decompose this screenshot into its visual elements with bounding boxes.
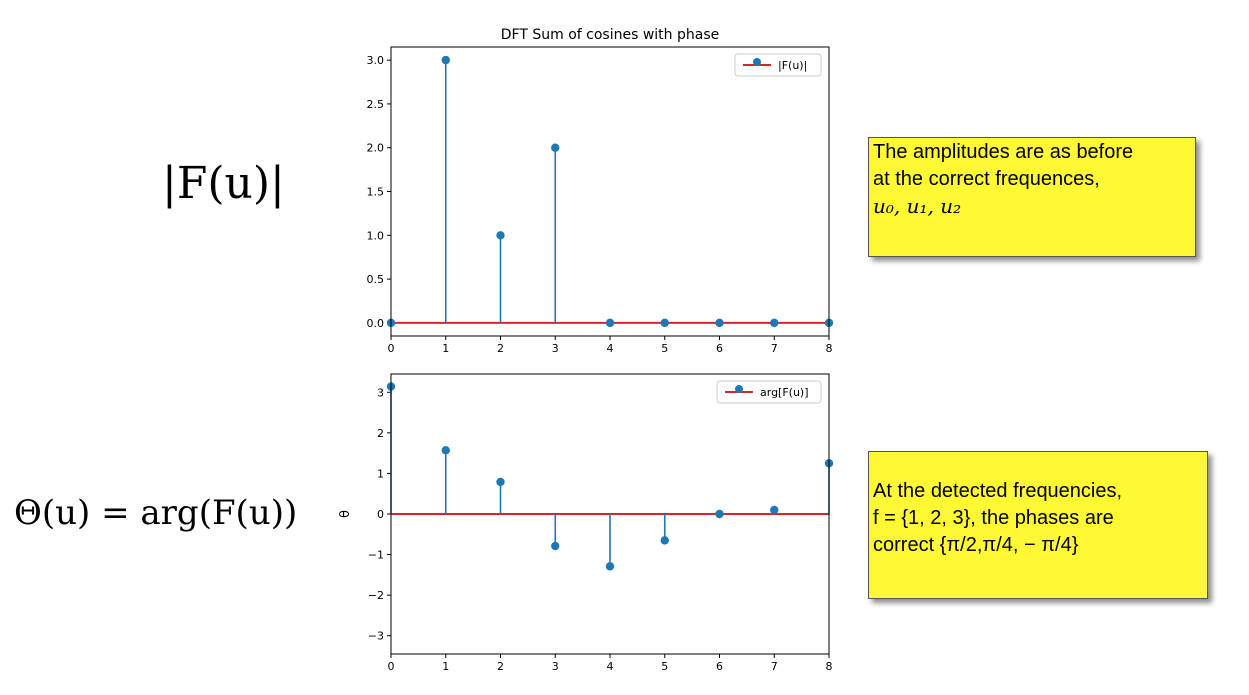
plot-frame <box>390 46 830 337</box>
legend: arg[F(u)] <box>716 380 822 404</box>
stem-marker <box>715 509 724 519</box>
y-tick-label: 1.5 <box>367 186 385 199</box>
legend-marker <box>753 58 761 66</box>
x-tick-label: 1 <box>442 660 449 673</box>
y-tick-label: 1 <box>377 467 384 480</box>
x-tick-label: 0 <box>388 342 395 355</box>
chart-panel-2: 0 1 2 3 4 5 6 7 8 −3 −2 −1 0 1 2 3 θ arg[F(u)] <box>338 373 834 673</box>
legend-label: |F(u)| <box>778 59 807 72</box>
amplitude-note: The amplitudes are as before at the corr… <box>868 137 1196 257</box>
note-line: At the detected frequencies, <box>873 480 1123 502</box>
phase-equation: Θ(u) = arg(F(u)) <box>14 493 298 533</box>
y-tick-label: 2 <box>377 427 384 440</box>
x-tick-label: 0 <box>388 660 395 673</box>
note-line: f = {1, 2, 3}, the phases are <box>873 507 1114 529</box>
y-tick-label: 1.0 <box>367 229 385 242</box>
chart-title: DFT Sum of cosines with phase <box>501 27 719 43</box>
magnitude-equation: |F(u)| <box>162 158 285 209</box>
legend-box <box>716 380 822 404</box>
stem-marker <box>770 318 779 328</box>
stem-marker <box>551 541 560 551</box>
legend-marker <box>735 385 743 393</box>
y-tick-label: 2.5 <box>367 98 385 111</box>
x-tick-label: 8 <box>826 660 833 673</box>
x-tick-label: 5 <box>661 342 668 355</box>
y-tick-label: −3 <box>368 630 384 643</box>
y-tick-label: 0.0 <box>367 317 385 330</box>
x-tick-label: 5 <box>661 660 668 673</box>
stem-marker <box>605 318 615 328</box>
x-tick-label: 4 <box>607 660 614 673</box>
y-tick-label: 2.0 <box>367 142 385 155</box>
y-tick-label: 0.5 <box>367 273 385 286</box>
note-line: The amplitudes are as before <box>873 141 1134 163</box>
note-line: at the correct frequences, <box>873 168 1100 190</box>
phase-note: At the detected frequencies, f = {1, 2, … <box>868 451 1208 599</box>
x-tick-label: 8 <box>826 342 833 355</box>
plot-frame <box>390 373 830 655</box>
x-tick-label: 2 <box>497 660 504 673</box>
stem-marker <box>496 477 505 487</box>
x-tick-label: 4 <box>607 342 614 355</box>
x-tick-label: 3 <box>552 342 559 355</box>
y-tick-label: −2 <box>368 589 384 602</box>
x-tick-label: 1 <box>442 342 449 355</box>
x-tick-label: 6 <box>716 342 723 355</box>
stem-marker <box>496 231 505 240</box>
chart-panel-1: DFT Sum of cosines with phase 0 1 2 3 4 5 6 7 8 0.… <box>367 27 834 355</box>
y-tick-label: −1 <box>368 549 384 562</box>
stem-marker <box>660 536 669 545</box>
x-tick-label: 2 <box>497 342 504 355</box>
stem-marker <box>605 562 615 571</box>
note-line: u₀, u₁, u₂ <box>873 194 962 218</box>
y-tick-label: 3.0 <box>367 54 385 67</box>
stem-marker <box>441 55 450 65</box>
x-tick-label: 7 <box>771 660 778 673</box>
legend: |F(u)| <box>734 53 822 77</box>
stem-marker <box>441 446 450 455</box>
note-line: correct {π/2,π/4, − π/4} <box>873 534 1079 556</box>
y-tick-label: 3 <box>377 386 384 399</box>
stem-marker <box>715 318 724 328</box>
stem-marker <box>551 143 560 152</box>
x-tick-label: 7 <box>771 342 778 355</box>
x-tick-label: 6 <box>716 660 723 673</box>
y-tick-label: 0 <box>377 508 384 521</box>
stem-marker <box>660 318 669 328</box>
stem-marker <box>770 505 779 515</box>
y-axis-label: θ <box>338 510 353 518</box>
x-tick-label: 3 <box>552 660 559 673</box>
legend-label: arg[F(u)] <box>760 386 809 399</box>
